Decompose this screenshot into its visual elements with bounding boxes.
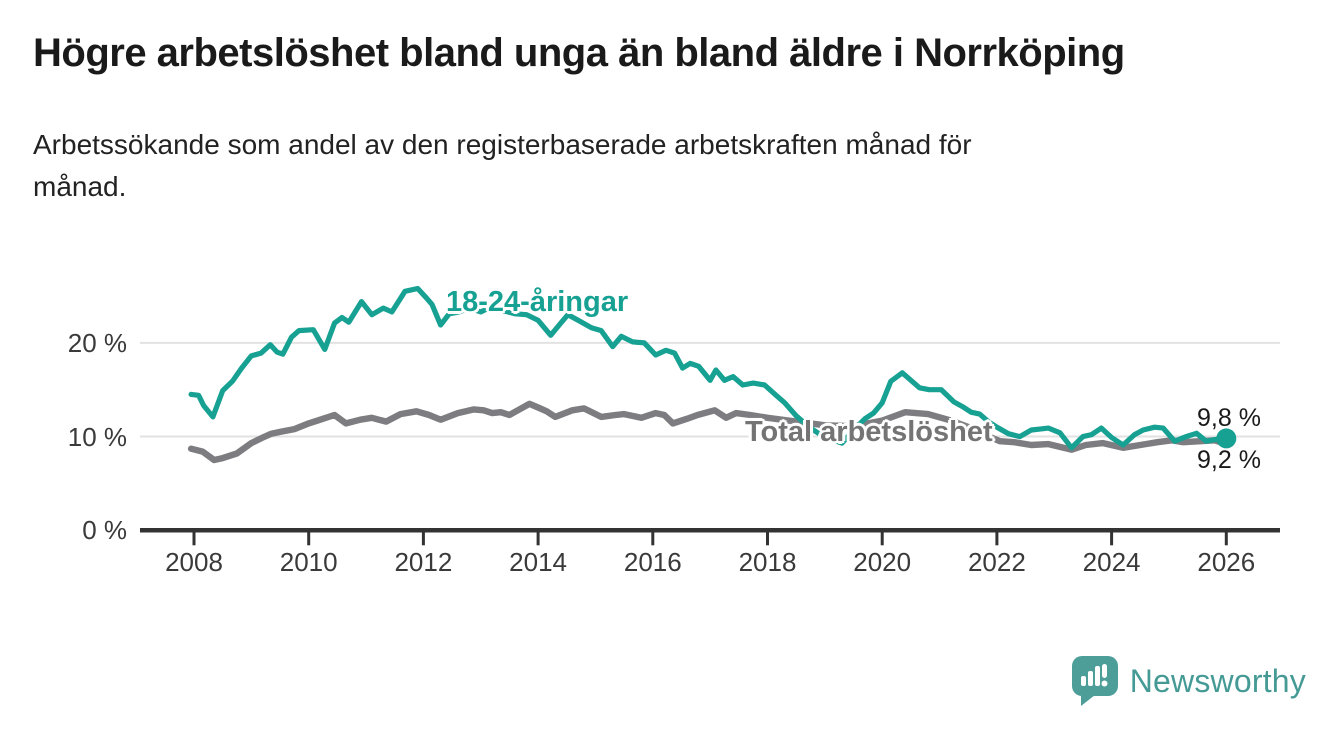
brand-name: Newsworthy xyxy=(1129,662,1306,699)
chart-subtitle-line-1: Arbetssökande som andel av den registerb… xyxy=(33,129,972,160)
line-total xyxy=(187,400,1230,464)
line-young xyxy=(188,285,1229,451)
end-dot-young xyxy=(1216,428,1237,449)
chart-subtitle: Arbetssökande som andel av den registerb… xyxy=(33,124,1273,208)
newsworthy-logo-icon xyxy=(1071,656,1118,706)
chart-subtitle-line-2: månad. xyxy=(33,171,127,202)
chart-title: Högre arbetslöshet bland unga än bland ä… xyxy=(33,31,1125,75)
brand-footer: Newsworthy xyxy=(1071,656,1306,706)
